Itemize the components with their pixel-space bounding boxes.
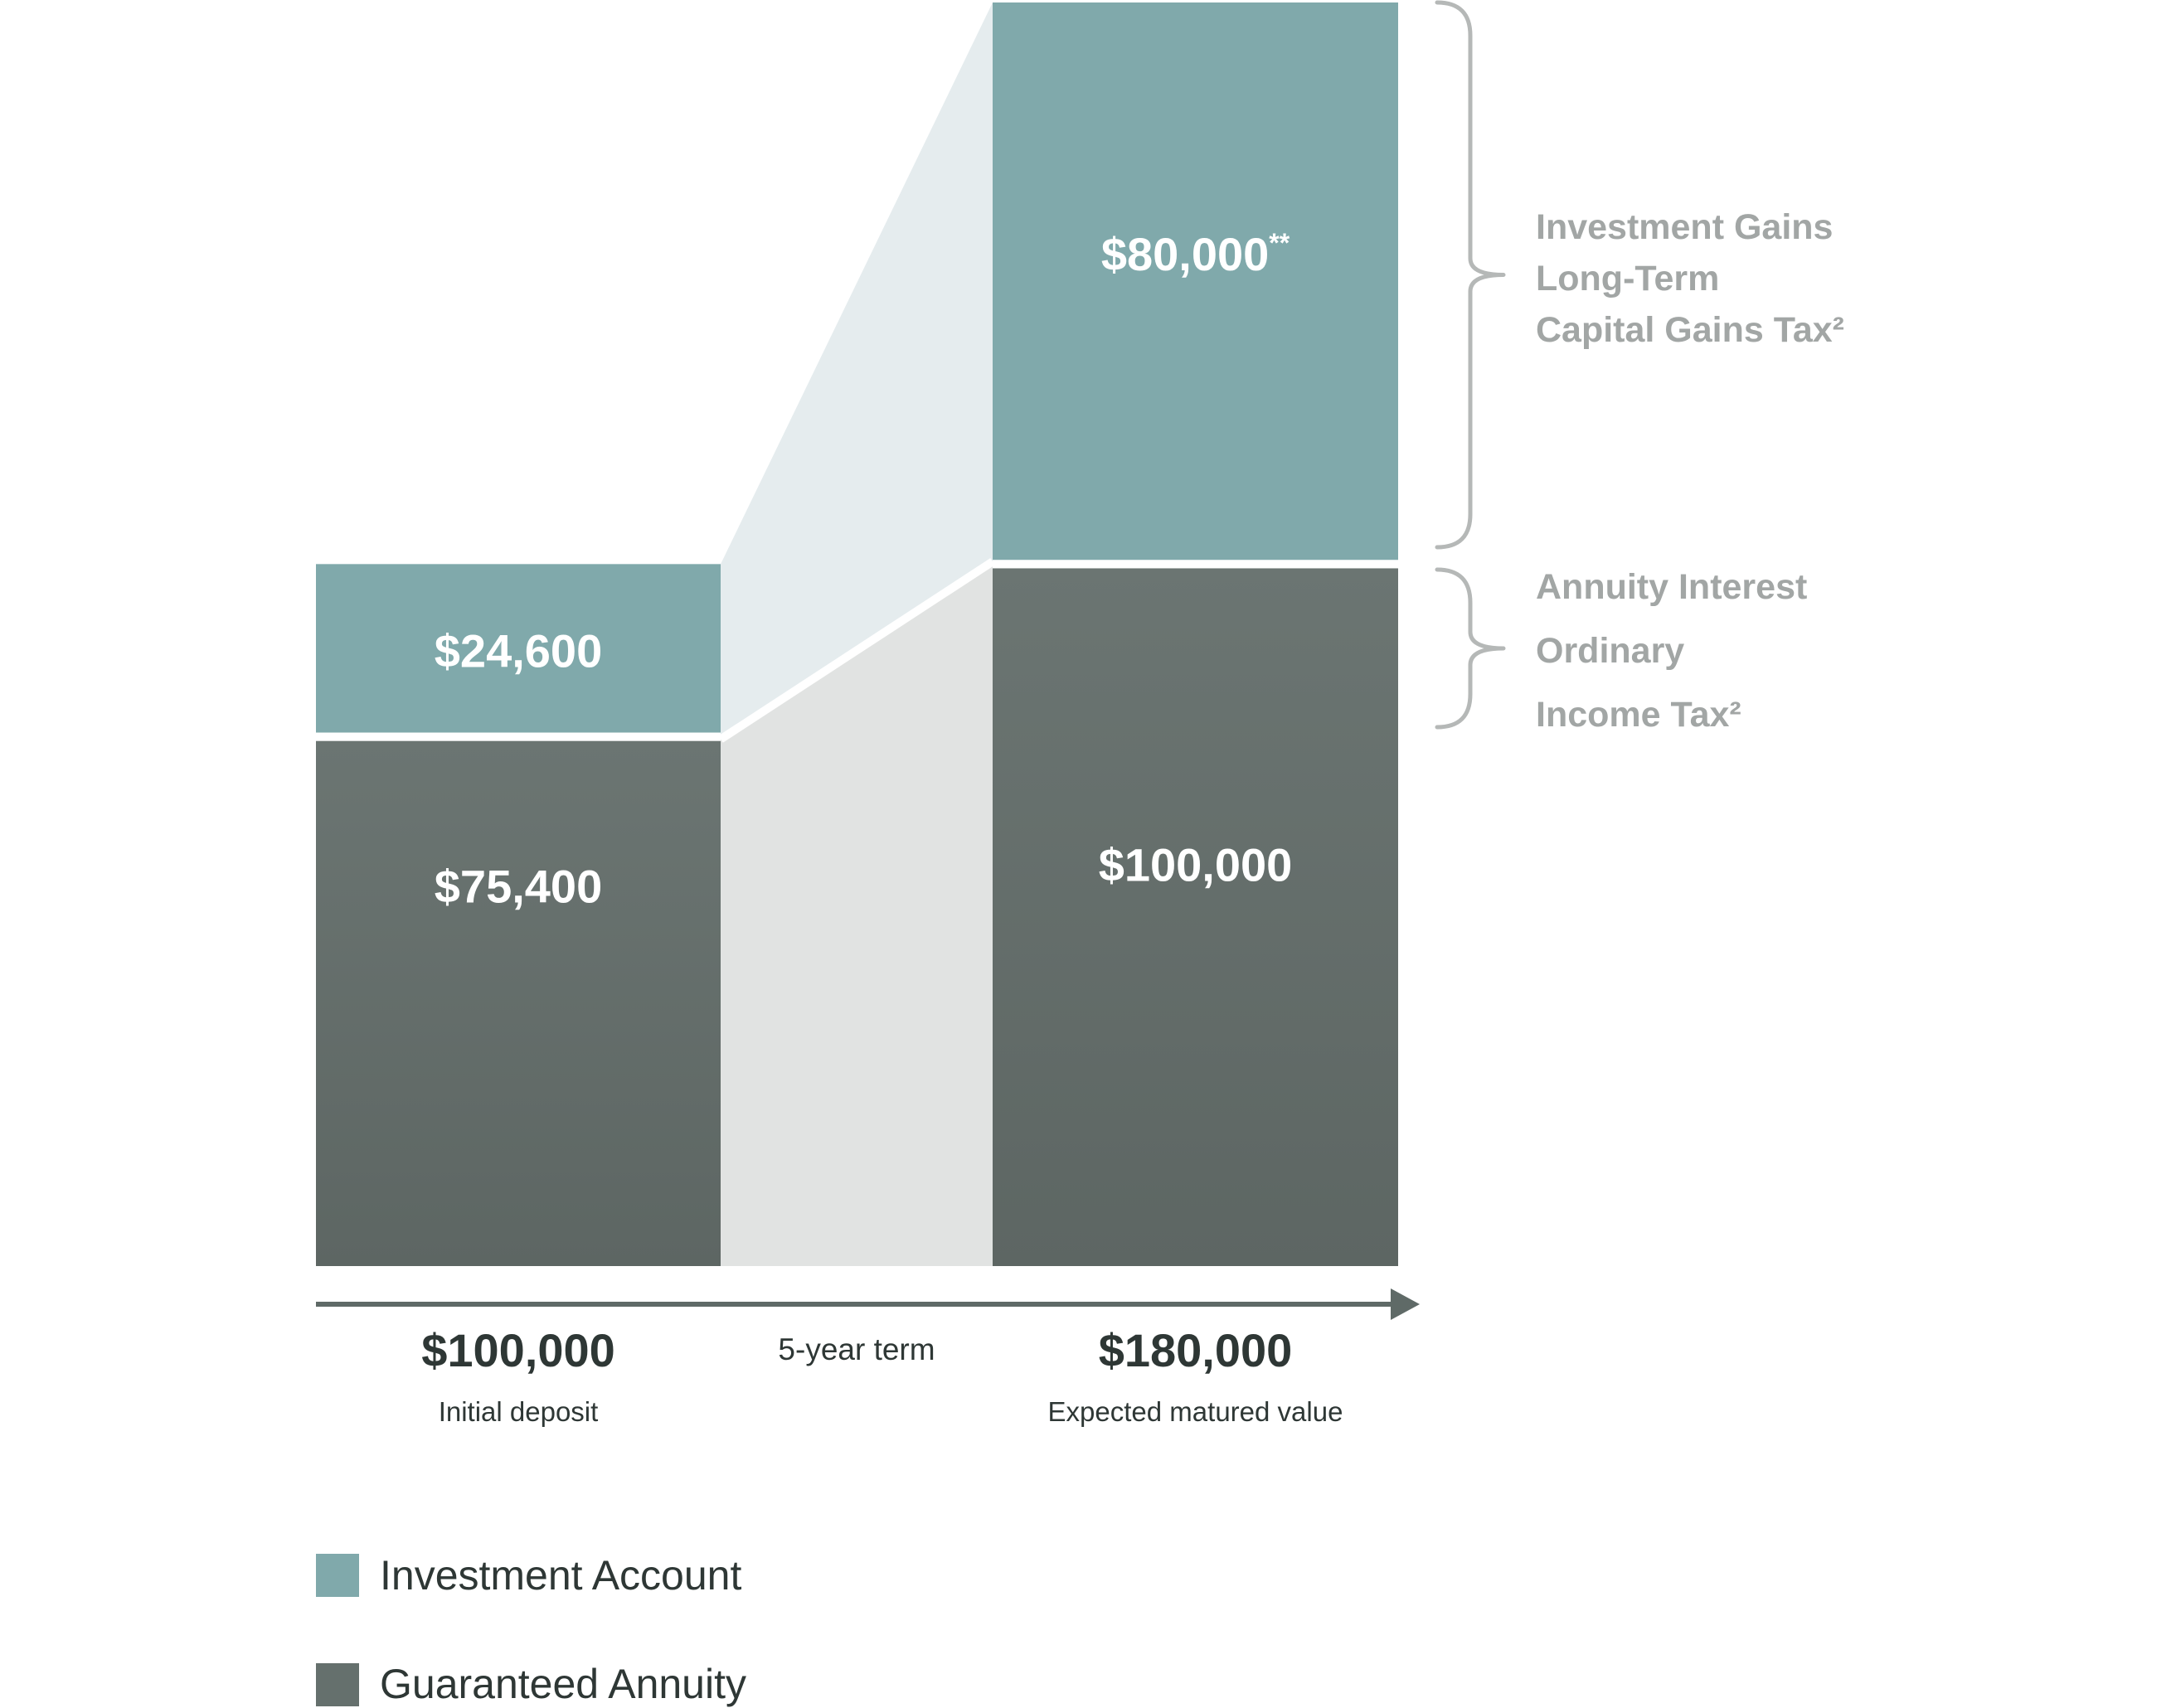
bar-investment-account-matured (993, 2, 1398, 560)
bar-label-investment-initial: $24,600 (435, 624, 602, 677)
legend-swatch-investment-account (316, 1554, 359, 1597)
annotation-annuity-line: Annuity Interest (1536, 567, 1807, 607)
total-matured: $180,000 (1099, 1324, 1293, 1376)
arrow-head-icon (1391, 1288, 1420, 1320)
caption-initial: Initial deposit (439, 1396, 599, 1427)
bar-guaranteed-annuity-matured (993, 568, 1398, 1266)
growth-band-annuity (721, 564, 993, 1266)
bar-label-annuity-matured: $100,000 (1099, 838, 1293, 890)
bar-guaranteed-annuity-initial (316, 740, 721, 1266)
legend-label-guaranteed-annuity: Guaranteed Annuity (380, 1661, 746, 1707)
band-separator (718, 558, 995, 743)
annotation-investment-line: Long-Term (1536, 259, 1719, 298)
bar-label-annuity-initial: $75,400 (435, 861, 602, 913)
bracket-annuity (1435, 567, 1506, 730)
bar-investment-account-initial (316, 564, 721, 733)
caption-matured: Expected matured value (1048, 1396, 1343, 1427)
total-initial: $100,000 (421, 1324, 615, 1376)
annotation-annuity-line: Ordinary (1536, 631, 1684, 671)
annotation-investment-line: Investment Gains (1536, 207, 1833, 247)
bracket-investment (1435, 0, 1506, 550)
growth-band-investment (721, 2, 993, 737)
annotation-investment-line: Capital Gains Tax² (1536, 310, 1844, 350)
legend-swatch-guaranteed-annuity (316, 1663, 359, 1706)
legend-label-investment-account: Investment Account (380, 1552, 741, 1599)
term-label: 5-year term (778, 1332, 935, 1366)
annotation-annuity-line: Income Tax² (1536, 695, 1741, 735)
bar-label-investment-matured: $80,000** (1101, 228, 1290, 280)
